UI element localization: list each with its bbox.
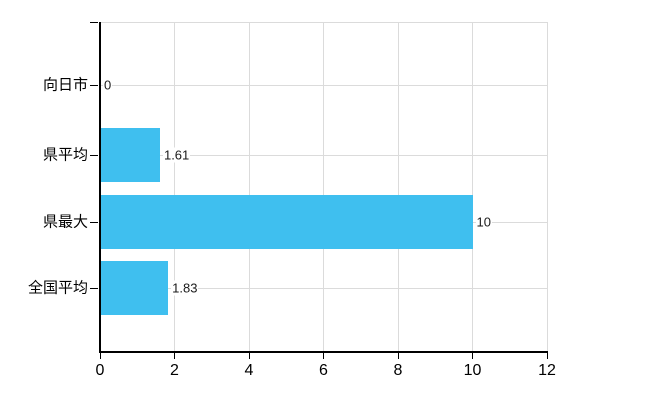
x-axis-line	[99, 351, 548, 353]
gridline-vertical	[397, 22, 399, 352]
x-axis-tick	[546, 353, 548, 359]
value-label: 1.61	[162, 147, 191, 163]
x-axis-tick-label: 2	[170, 362, 179, 379]
gridline-horizontal	[100, 22, 547, 23]
x-axis-tick-label: 0	[95, 362, 105, 379]
y-axis-line	[99, 22, 101, 353]
gridline-vertical	[174, 22, 175, 352]
bar	[100, 261, 169, 315]
category-label: 向日市	[42, 76, 88, 94]
y-axis-tick	[90, 155, 98, 156]
x-axis-tick-label: 6	[319, 362, 328, 379]
category-label: 県平均	[42, 146, 88, 164]
bar	[100, 195, 473, 249]
x-axis-tick	[397, 353, 399, 359]
category-label: 県最大	[42, 213, 88, 231]
y-axis-tick	[90, 222, 98, 223]
gridline-vertical	[248, 22, 250, 352]
x-axis-tick-label: 10	[463, 362, 482, 379]
y-axis-tick	[90, 22, 98, 23]
gridline-vertical	[472, 22, 473, 352]
gridline-horizontal	[100, 85, 547, 86]
gridline-horizontal	[100, 288, 547, 289]
x-axis-tick-label: 12	[538, 362, 556, 379]
category-label: 全国平均	[27, 279, 88, 297]
x-axis-tick	[99, 353, 101, 359]
value-label: 1.83	[171, 280, 199, 296]
gridline-horizontal	[100, 155, 547, 156]
value-label: 0	[103, 77, 113, 93]
x-axis-tick	[323, 353, 324, 359]
gridline-vertical	[546, 22, 548, 352]
x-axis-tick	[174, 353, 175, 359]
value-label: 10	[475, 214, 492, 230]
bar	[100, 128, 160, 182]
gridline-vertical	[323, 22, 324, 352]
y-axis-tick	[90, 85, 98, 86]
x-axis-tick-label: 8	[393, 362, 403, 379]
y-axis-tick	[90, 288, 98, 289]
plot-area: 0 1.61 10 1.83	[100, 22, 548, 352]
x-axis-tick	[248, 353, 250, 359]
x-axis-tick	[472, 353, 473, 359]
x-axis-tick-label: 4	[244, 362, 254, 379]
